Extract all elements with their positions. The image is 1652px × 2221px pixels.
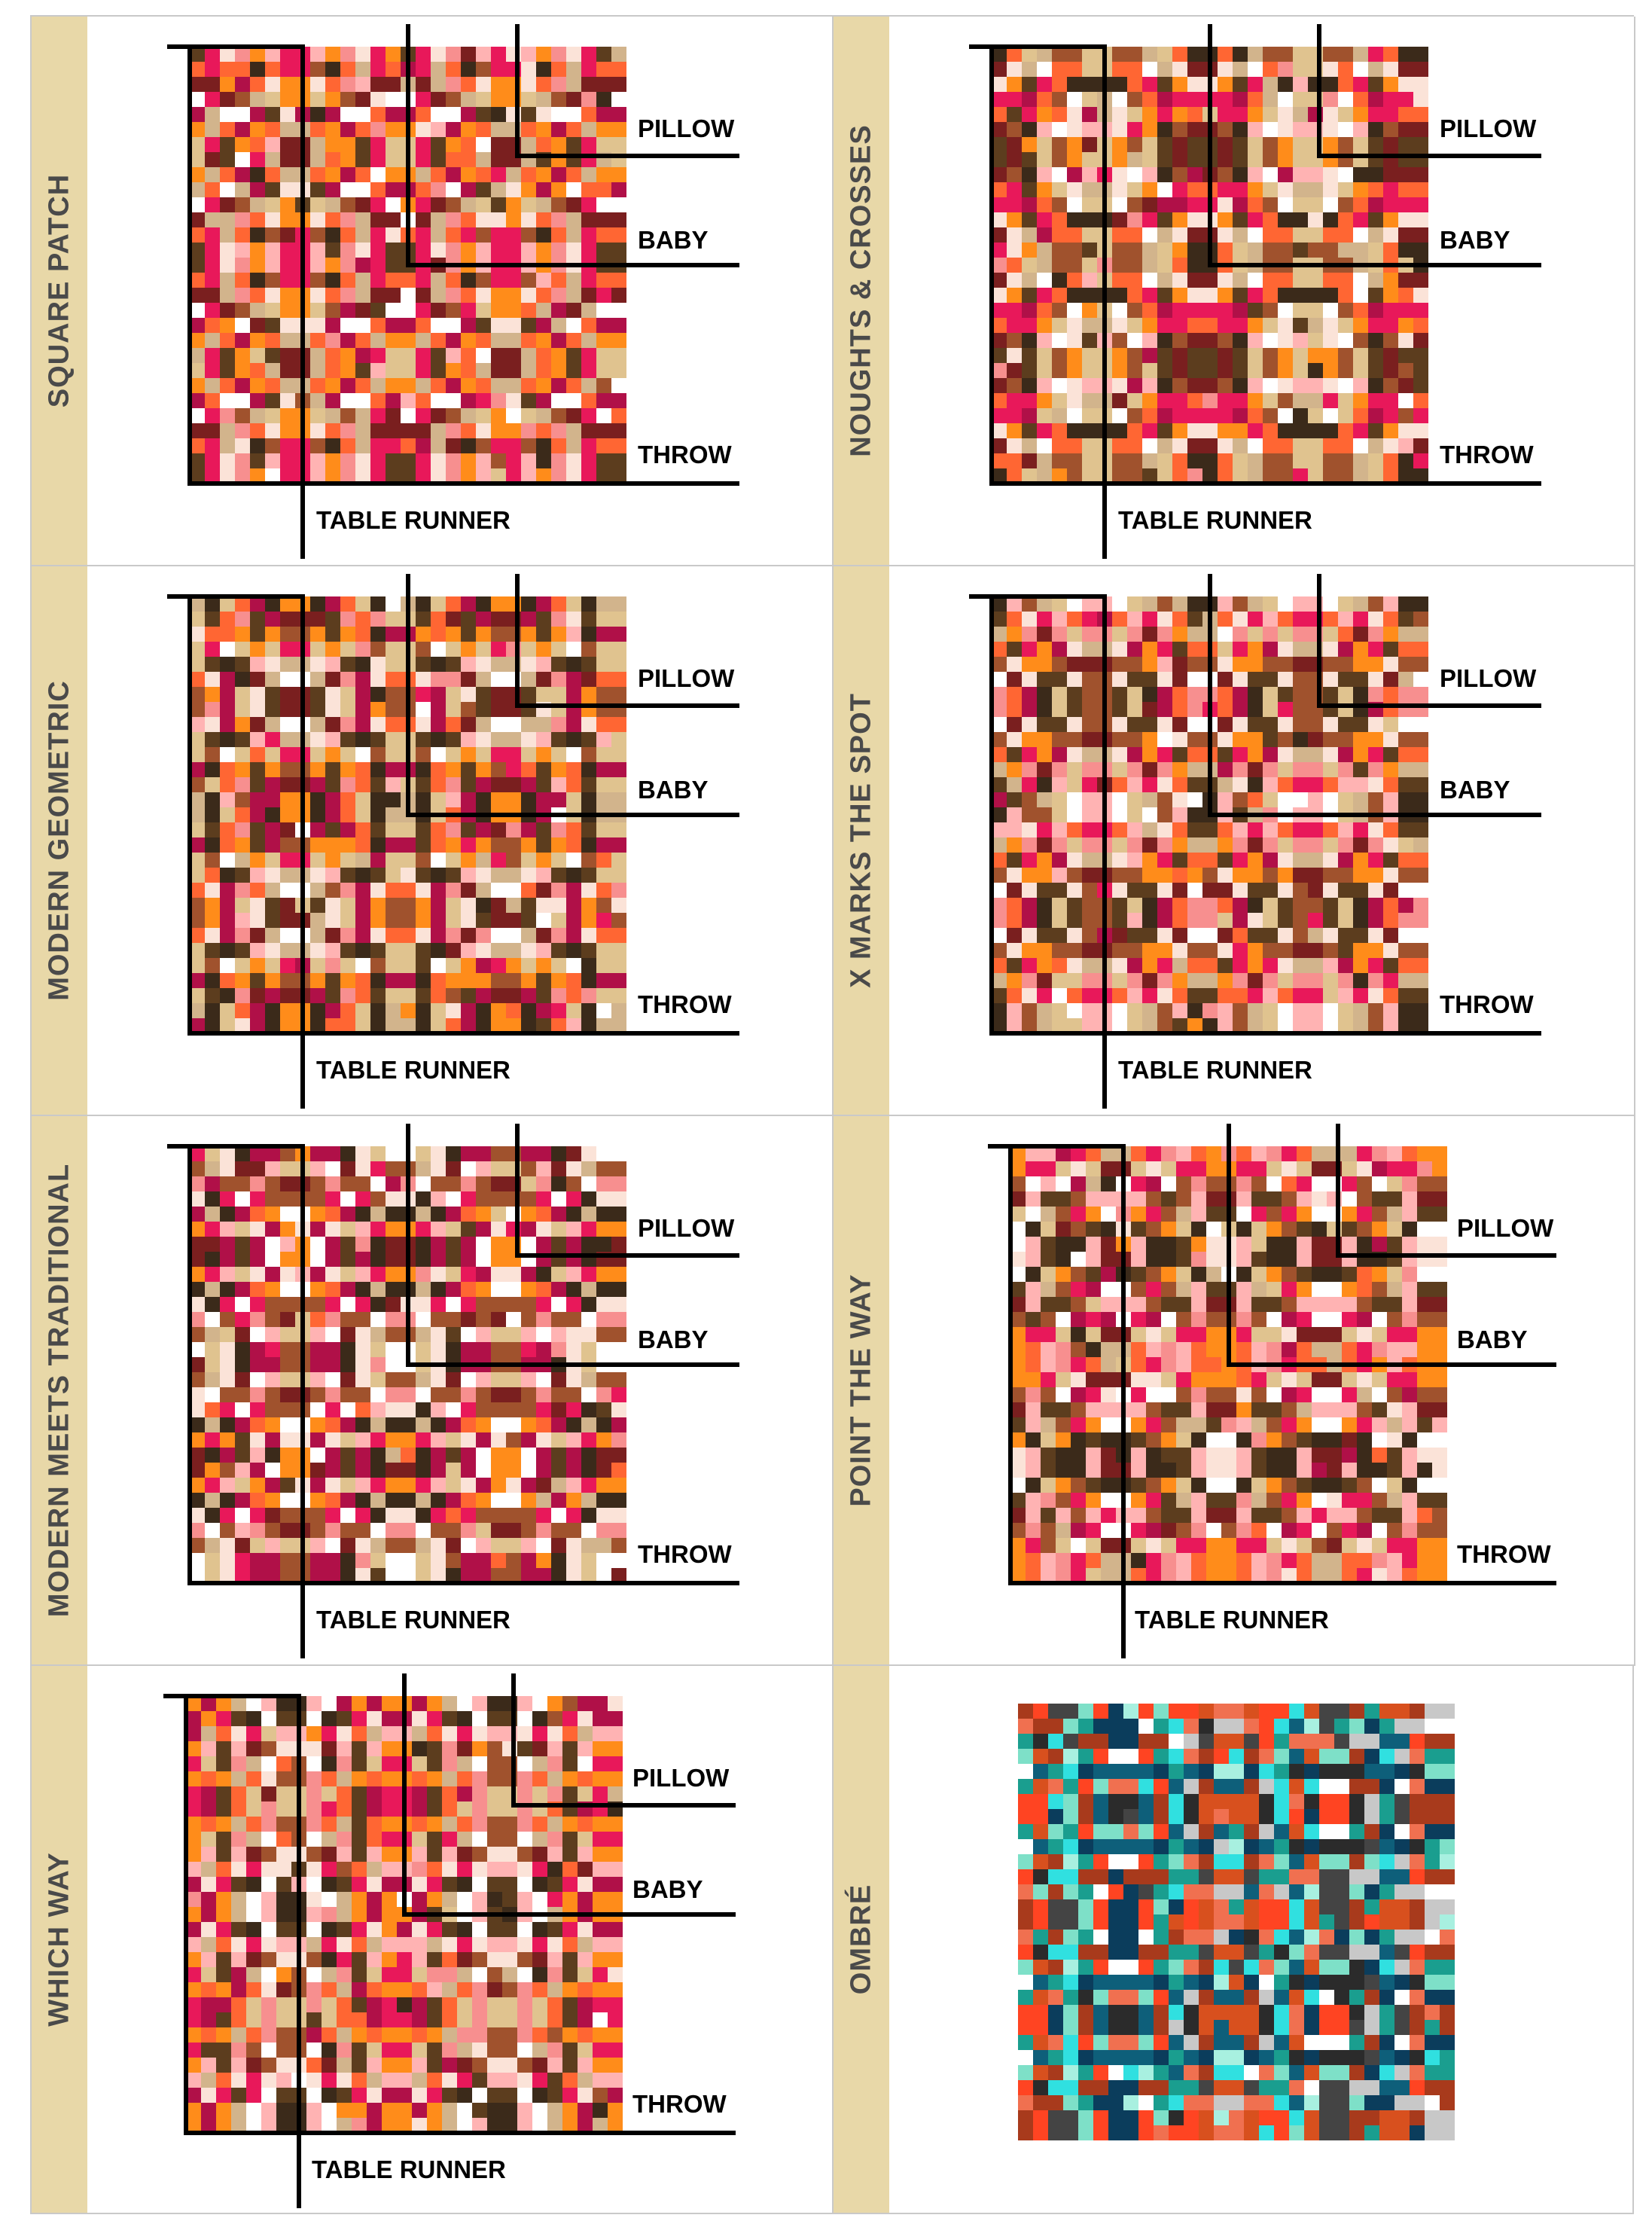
patchwork-mosaic: [190, 1146, 626, 1583]
throw-label: THROW: [638, 441, 732, 468]
baby-label: BABY: [1440, 776, 1510, 804]
baby-label: BABY: [638, 1326, 709, 1353]
patchwork-mosaic: [992, 596, 1428, 1033]
table-runner-label: TABLE RUNNER: [312, 2155, 506, 2183]
panel-title: OMBRÉ: [845, 1884, 877, 1995]
panel-title: WHICH WAY: [43, 1852, 75, 2027]
quilt-preview: [1018, 1704, 1455, 2140]
panel-title: X MARKS THE SPOT: [845, 693, 877, 988]
patchwork-mosaic: [186, 1696, 623, 2133]
throw-label: THROW: [1440, 441, 1534, 468]
baby-label: BABY: [638, 776, 709, 804]
patchwork-mosaic: [190, 596, 626, 1033]
baby-label: BABY: [638, 226, 709, 254]
pillow-label: PILLOW: [638, 114, 735, 142]
throw-label: THROW: [1440, 990, 1534, 1018]
title-band: X MARKS THE SPOT: [834, 566, 889, 1115]
table-runner-label: TABLE RUNNER: [1118, 506, 1312, 534]
patchwork-mosaic: [992, 47, 1428, 484]
panel-square-patch: SQUARE PATCH PILLOW BABY THROW TABLE RUN…: [32, 17, 834, 566]
baby-label: BABY: [1457, 1326, 1528, 1353]
quilt-preview: [190, 1146, 626, 1583]
pillow-label: PILLOW: [1440, 664, 1537, 692]
title-band: OMBRÉ: [834, 1666, 889, 2213]
throw-label: THROW: [638, 990, 732, 1018]
quilt-preview: [992, 596, 1428, 1033]
panel-title: SQUARE PATCH: [43, 173, 75, 408]
panel-modern-meets-traditional: MODERN MEETS TRADITIONAL PILLOW BABY THR…: [32, 1116, 834, 1666]
panel-which-way: WHICH WAY PILLOW BABY THROW TABLE RUNNER: [32, 1666, 834, 2214]
title-band: NOUGHTS & CROSSES: [834, 17, 889, 565]
panel-modern-geometric: MODERN GEOMETRIC PILLOW BABY THROW TABLE…: [32, 566, 834, 1116]
throw-label: THROW: [1457, 1540, 1551, 1568]
panel-title: MODERN MEETS TRADITIONAL: [43, 1163, 75, 1618]
quilt-preview: [186, 1696, 623, 2133]
quilt-preview: [1010, 1146, 1447, 1583]
panel-noughts-crosses: NOUGHTS & CROSSES PILLOW BABY THROW TABL…: [834, 17, 1635, 566]
table-runner-label: TABLE RUNNER: [1118, 1056, 1312, 1084]
pillow-label: PILLOW: [638, 1214, 735, 1242]
panel-x-marks-the-spot: X MARKS THE SPOT PILLOW BABY THROW TABLE…: [834, 566, 1635, 1116]
panel-point-the-way: POINT THE WAY PILLOW BABY THROW TABLE RU…: [834, 1116, 1635, 1666]
patchwork-mosaic: [1010, 1146, 1447, 1583]
table-runner-label: TABLE RUNNER: [316, 1606, 511, 1634]
quilt-preview: [190, 47, 626, 484]
throw-label: THROW: [632, 2090, 727, 2118]
pillow-label: PILLOW: [1457, 1214, 1554, 1242]
table-runner-label: TABLE RUNNER: [316, 1056, 511, 1084]
quilt-size-chart: SQUARE PATCH PILLOW BABY THROW TABLE RUN…: [30, 15, 1635, 2214]
panel-ombre: OMBRÉ: [834, 1666, 1634, 2214]
panel-title: NOUGHTS & CROSSES: [845, 124, 877, 457]
quilt-preview: [190, 596, 626, 1033]
quilt-preview: [992, 47, 1428, 484]
title-band: WHICH WAY: [32, 1666, 87, 2213]
title-band: MODERN MEETS TRADITIONAL: [32, 1116, 87, 1664]
table-runner-label: TABLE RUNNER: [316, 506, 511, 534]
title-band: POINT THE WAY: [834, 1116, 889, 1664]
panel-title: MODERN GEOMETRIC: [43, 680, 75, 1001]
throw-label: THROW: [638, 1540, 732, 1568]
pillow-label: PILLOW: [1440, 114, 1537, 142]
title-band: SQUARE PATCH: [32, 17, 87, 565]
patchwork-mosaic: [190, 47, 626, 484]
title-band: MODERN GEOMETRIC: [32, 566, 87, 1115]
pillow-label: PILLOW: [638, 664, 735, 692]
baby-label: BABY: [632, 1875, 703, 1903]
table-runner-label: TABLE RUNNER: [1135, 1606, 1329, 1634]
panel-title: POINT THE WAY: [845, 1274, 877, 1507]
patchwork-mosaic: [1018, 1704, 1455, 2140]
baby-label: BABY: [1440, 226, 1510, 254]
pillow-label: PILLOW: [632, 1764, 730, 1792]
